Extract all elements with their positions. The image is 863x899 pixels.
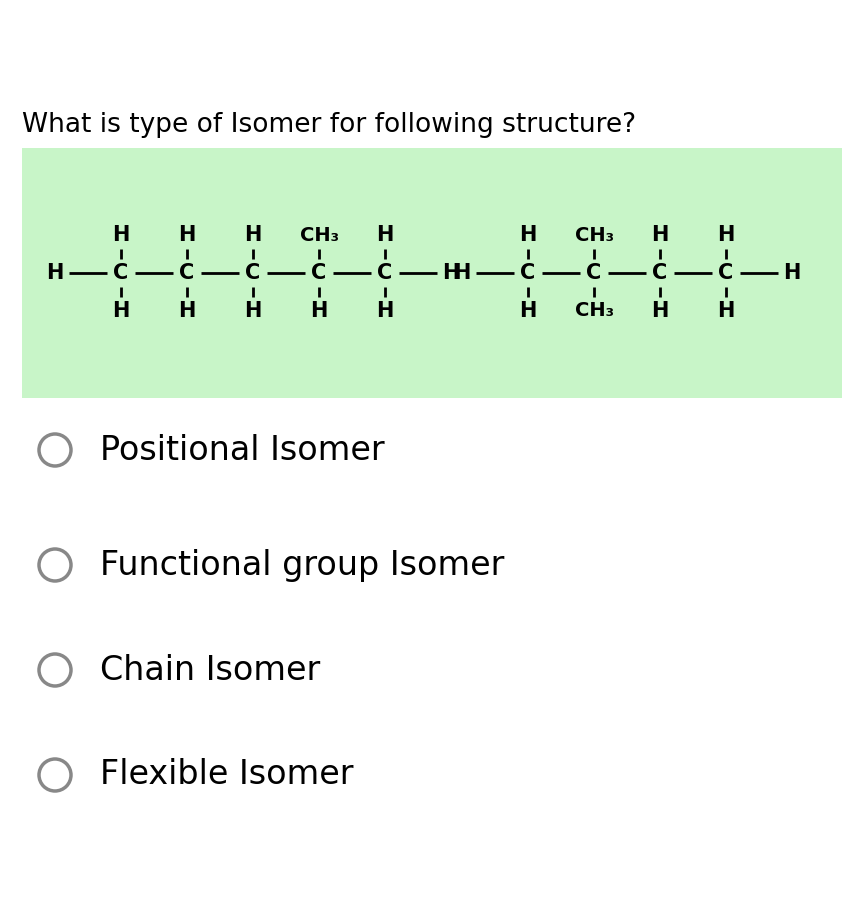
Text: C: C	[245, 263, 261, 283]
Text: C: C	[586, 263, 602, 283]
Text: C: C	[180, 263, 195, 283]
Text: Flexible Isomer: Flexible Isomer	[100, 759, 354, 791]
FancyBboxPatch shape	[22, 148, 842, 398]
Text: H: H	[652, 301, 669, 321]
Text: C: C	[652, 263, 668, 283]
Text: What is type of Isomer for following structure?: What is type of Isomer for following str…	[22, 112, 636, 138]
Text: H: H	[112, 225, 129, 245]
Text: Positional Isomer: Positional Isomer	[100, 433, 385, 467]
Text: H: H	[112, 301, 129, 321]
Text: CH₃: CH₃	[575, 301, 614, 320]
Text: CH₃: CH₃	[299, 226, 338, 245]
Text: H: H	[179, 225, 196, 245]
Text: H: H	[520, 225, 537, 245]
Text: C: C	[520, 263, 536, 283]
Text: C: C	[312, 263, 326, 283]
Text: C: C	[718, 263, 734, 283]
Text: CH₃: CH₃	[575, 226, 614, 245]
Text: H: H	[717, 301, 734, 321]
Text: Functional group Isomer: Functional group Isomer	[100, 548, 504, 582]
Text: H: H	[443, 263, 460, 283]
Text: H: H	[453, 263, 470, 283]
Text: Chain Isomer: Chain Isomer	[100, 654, 320, 687]
Text: H: H	[244, 225, 261, 245]
Text: C: C	[113, 263, 129, 283]
Text: H: H	[311, 301, 328, 321]
Text: H: H	[784, 263, 801, 283]
Text: H: H	[520, 301, 537, 321]
Text: H: H	[376, 225, 394, 245]
Text: H: H	[376, 301, 394, 321]
Text: H: H	[717, 225, 734, 245]
Text: H: H	[652, 225, 669, 245]
Text: C: C	[377, 263, 393, 283]
Text: H: H	[179, 301, 196, 321]
Text: H: H	[47, 263, 64, 283]
Text: H: H	[244, 301, 261, 321]
